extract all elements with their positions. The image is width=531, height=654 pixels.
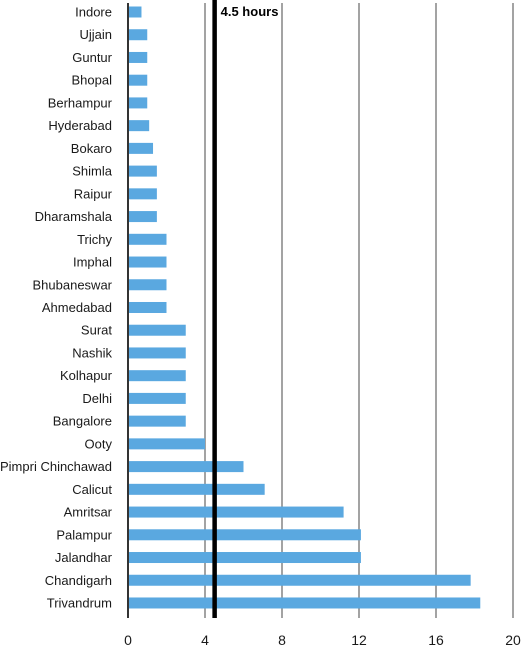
category-label: Amritsar bbox=[64, 505, 113, 520]
bars bbox=[129, 6, 481, 609]
x-tick-labels: 0 4 8 12 16 20 bbox=[124, 632, 521, 648]
category-label: Indore bbox=[75, 5, 112, 20]
category-label: Bhubaneswar bbox=[33, 277, 113, 292]
category-label: Hyderabad bbox=[48, 118, 112, 133]
bar bbox=[129, 324, 186, 336]
bar bbox=[129, 392, 186, 404]
x-tick-label: 0 bbox=[124, 632, 132, 648]
bar bbox=[129, 483, 265, 495]
grid-lines bbox=[127, 3, 514, 618]
bar bbox=[129, 74, 148, 86]
category-label: Chandigarh bbox=[45, 573, 112, 588]
category-label: Ahmedabad bbox=[42, 300, 112, 315]
bar bbox=[129, 188, 157, 200]
bar bbox=[129, 370, 186, 382]
category-label: Bangalore bbox=[53, 414, 112, 429]
category-label: Ooty bbox=[85, 436, 113, 451]
category-label: Ujjain bbox=[79, 27, 112, 42]
bar bbox=[129, 552, 361, 564]
category-labels: Indore Ujjain Guntur Bhopal Berhampur Hyderab… bbox=[0, 5, 113, 611]
bar bbox=[129, 301, 167, 313]
x-tick-label: 8 bbox=[278, 632, 286, 648]
bar bbox=[129, 279, 167, 291]
category-label: Berhampur bbox=[48, 95, 113, 110]
x-tick-label: 20 bbox=[505, 632, 521, 648]
bar bbox=[129, 211, 157, 223]
x-tick-label: 12 bbox=[351, 632, 367, 648]
bar bbox=[129, 29, 148, 41]
category-label: Dharamshala bbox=[35, 209, 113, 224]
bar bbox=[129, 461, 244, 473]
category-label: Raipur bbox=[74, 186, 113, 201]
bar bbox=[129, 6, 142, 18]
bar bbox=[129, 51, 148, 63]
bar bbox=[129, 529, 361, 541]
bar bbox=[129, 438, 205, 450]
category-label: Delhi bbox=[82, 391, 112, 406]
bar bbox=[129, 506, 344, 518]
reference-line-group: 4.5 hours bbox=[212, 0, 279, 618]
bar bbox=[129, 256, 167, 268]
bar bbox=[129, 574, 471, 586]
category-label: Imphal bbox=[73, 255, 112, 270]
category-label: Guntur bbox=[72, 50, 112, 65]
category-label: Nashik bbox=[72, 345, 112, 360]
category-label: Shimla bbox=[72, 164, 113, 179]
category-label: Trivandrum bbox=[47, 595, 112, 610]
reference-line-label: 4.5 hours bbox=[221, 4, 279, 19]
category-label: Bokaro bbox=[71, 141, 112, 156]
bar bbox=[129, 597, 481, 609]
x-tick-label: 16 bbox=[428, 632, 444, 648]
category-label: Surat bbox=[81, 323, 112, 338]
category-label: Bhopal bbox=[72, 73, 113, 88]
category-label: Calicut bbox=[72, 482, 112, 497]
bar bbox=[129, 165, 157, 177]
bar bbox=[129, 347, 186, 359]
category-label: Kolhapur bbox=[60, 368, 113, 383]
category-label: Pimpri Chinchawad bbox=[0, 459, 112, 474]
x-tick-label: 4 bbox=[201, 632, 209, 648]
bar bbox=[129, 233, 167, 245]
bar bbox=[129, 142, 154, 154]
category-label: Palampur bbox=[56, 527, 112, 542]
category-label: Trichy bbox=[77, 232, 112, 247]
bar bbox=[129, 120, 150, 132]
category-label: Jalandhar bbox=[55, 550, 113, 565]
bar bbox=[129, 415, 186, 427]
bar bbox=[129, 97, 148, 109]
